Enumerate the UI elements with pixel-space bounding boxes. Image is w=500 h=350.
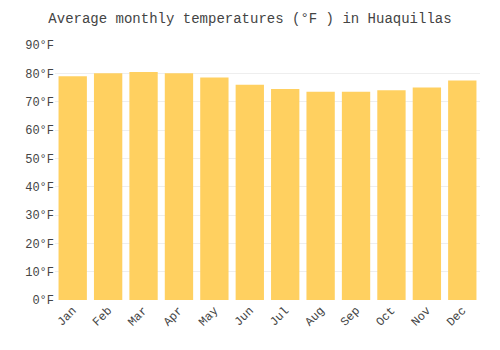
svg-text:80°F: 80°F xyxy=(25,68,54,82)
svg-text:Jul: Jul xyxy=(267,304,292,329)
svg-text:Average monthly temperatures (: Average monthly temperatures (°F ) in Hu… xyxy=(48,11,451,27)
svg-text:Jun: Jun xyxy=(232,304,257,329)
svg-text:40°F: 40°F xyxy=(25,181,54,195)
svg-text:70°F: 70°F xyxy=(25,96,54,110)
svg-text:Sep: Sep xyxy=(338,304,363,329)
svg-text:20°F: 20°F xyxy=(25,238,54,252)
svg-text:10°F: 10°F xyxy=(25,266,54,280)
svg-text:Nov: Nov xyxy=(409,304,434,329)
svg-text:60°F: 60°F xyxy=(25,124,54,138)
svg-text:30°F: 30°F xyxy=(25,209,54,223)
svg-text:50°F: 50°F xyxy=(25,153,54,167)
svg-text:Oct: Oct xyxy=(373,304,398,329)
svg-text:Dec: Dec xyxy=(444,304,469,329)
svg-text:Apr: Apr xyxy=(161,304,186,329)
svg-text:Aug: Aug xyxy=(303,304,328,329)
svg-text:May: May xyxy=(196,304,221,329)
svg-text:Jan: Jan xyxy=(55,304,80,329)
svg-text:90°F: 90°F xyxy=(25,39,54,53)
svg-text:Mar: Mar xyxy=(125,304,150,329)
svg-text:0°F: 0°F xyxy=(32,294,54,308)
svg-text:Feb: Feb xyxy=(90,304,115,329)
